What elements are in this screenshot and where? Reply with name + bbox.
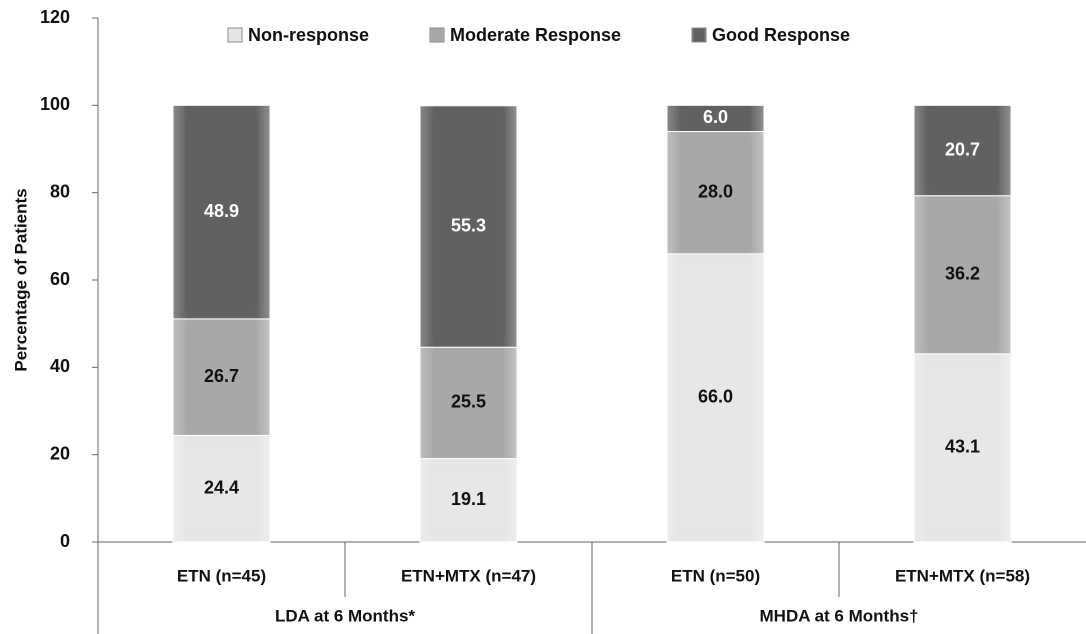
- y-tick-label: 20: [50, 443, 70, 463]
- bar-segment-face: [432, 468, 505, 532]
- legend-swatch: [227, 27, 243, 43]
- bar-segment-face: [679, 141, 752, 244]
- legend-label: Moderate Response: [450, 25, 621, 45]
- data-label: 20.7: [945, 139, 980, 159]
- data-label: 43.1: [945, 437, 980, 457]
- data-label: 66.0: [698, 387, 733, 407]
- x-tick-label: ETN+MTX (n=47): [401, 566, 536, 585]
- bar-segment-face: [926, 363, 999, 532]
- bar-segment-face: [185, 328, 258, 426]
- y-tick-label: 0: [60, 531, 70, 551]
- data-label: 26.7: [204, 366, 239, 386]
- legend-swatch: [429, 27, 445, 43]
- data-label: 6.0: [703, 107, 728, 127]
- data-label: 48.9: [204, 201, 239, 221]
- legend-swatch: [691, 27, 707, 43]
- legend-label: Good Response: [712, 25, 850, 45]
- data-label: 36.2: [945, 264, 980, 284]
- bar-segment-face: [679, 115, 752, 122]
- data-label: 28.0: [698, 181, 733, 201]
- y-tick-label: 60: [50, 269, 70, 289]
- data-label: 19.1: [451, 489, 486, 509]
- bar-segment-face: [679, 263, 752, 532]
- x-tick-label: ETN+MTX (n=58): [895, 566, 1030, 585]
- x-tick-label: ETN (n=50): [671, 566, 760, 585]
- bar-segment-face: [185, 115, 258, 309]
- bar-segment-face: [432, 357, 505, 449]
- y-tick-label: 40: [50, 356, 70, 376]
- data-label: 55.3: [451, 215, 486, 235]
- legend-label: Non-response: [248, 25, 369, 45]
- y-tick-label: 120: [40, 7, 70, 27]
- y-axis-label: Percentage of Patients: [11, 188, 30, 371]
- bar-segment-face: [185, 445, 258, 532]
- y-tick-label: 80: [50, 181, 70, 201]
- group-label: MHDA at 6 Months†: [760, 606, 919, 625]
- bar-segment-face: [926, 115, 999, 186]
- bar-segment-face: [926, 205, 999, 344]
- bar-segment-face: [432, 115, 505, 338]
- data-label: 24.4: [204, 477, 239, 497]
- data-label: 25.5: [451, 392, 486, 412]
- x-tick-label: ETN (n=45): [177, 566, 266, 585]
- group-label: LDA at 6 Months*: [275, 606, 415, 625]
- y-tick-label: 100: [40, 94, 70, 114]
